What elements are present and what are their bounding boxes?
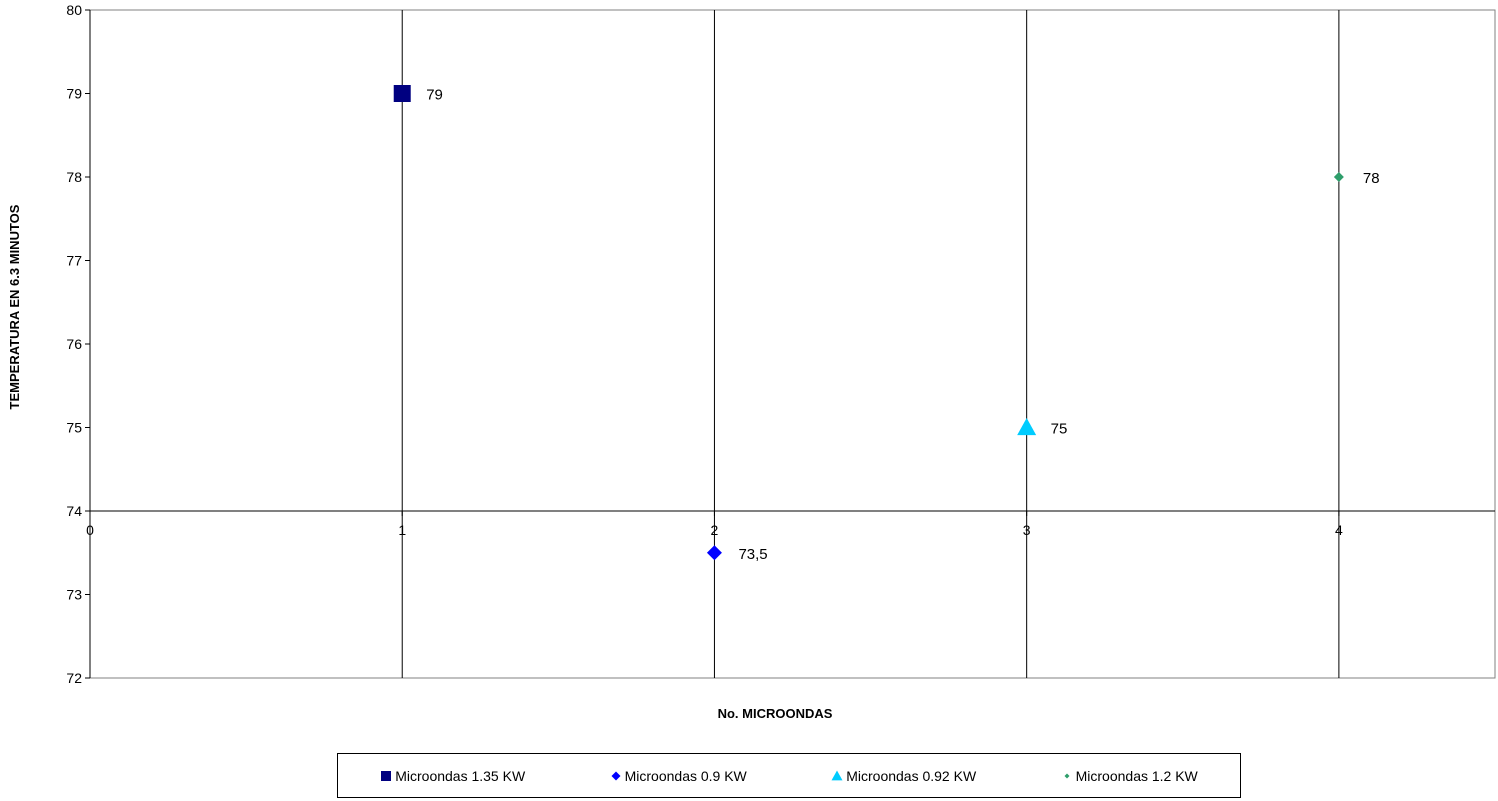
scatter-chart: 72 73 74 75 76 77 78 79 80 0 1 2 3 4 79 73,5 75 78 No. … (7, 2, 1496, 721)
legend-item-2: Microondas 0.92 KW (831, 768, 976, 784)
data-point-series-2-0 (1017, 418, 1037, 436)
plot-area (89, 9, 1496, 679)
legend-marker-shape-0 (381, 770, 392, 781)
legend-item-3: Microondas 1.2 KW (1061, 768, 1198, 784)
legend-label-0: Microondas 1.35 KW (395, 767, 526, 784)
x-axis-title: No. MICROONDAS (718, 706, 833, 721)
legend-item-1: Microondas 0.9 KW (610, 768, 747, 784)
legend-label-1: Microondas 0.9 KW (624, 767, 747, 784)
x-tick-label-0: 0 (86, 522, 94, 538)
legend-marker-diamond-icon (611, 771, 621, 780)
data-label-series-2-0: 75 (1051, 421, 1068, 438)
y-tick-label-3: 75 (66, 420, 82, 436)
data-points (393, 85, 1344, 561)
y-tick-label-2: 74 (66, 503, 82, 519)
axes (85, 9, 1495, 679)
legend-label-2: Microondas 0.92 KW (846, 767, 977, 784)
x-tick-label-3: 3 (1023, 522, 1031, 538)
data-label-series-3-0: 78 (1363, 170, 1380, 187)
legend-marker-shape-2 (831, 770, 843, 780)
legend-label-3: Microondas 1.2 KW (1075, 767, 1198, 784)
data-labels: 79 73,5 75 78 (426, 87, 1379, 563)
y-tick-label-8: 80 (66, 2, 82, 18)
y-tick-labels: 72 73 74 75 76 77 78 79 80 (66, 2, 82, 686)
gridlines (401, 10, 1340, 678)
legend: Microondas 1.35 KW Microondas 0.9 KW Micro… (337, 753, 1241, 798)
y-tick-label-0: 72 (66, 670, 82, 686)
legend-marker-shape-1 (611, 771, 621, 780)
data-label-series-1-0: 73,5 (738, 546, 767, 563)
y-tick-label-4: 76 (66, 336, 82, 352)
legend-marker-square-icon (381, 770, 392, 781)
legend-marker-triangle-icon (831, 770, 843, 780)
y-tick-label-1: 73 (66, 587, 82, 603)
data-point-series-1-0 (706, 545, 722, 561)
x-tick-label-4: 4 (1335, 522, 1343, 538)
y-axis-title: TEMPERATURA EN 6.3 MINUTOS (7, 204, 22, 409)
y-tick-label-7: 79 (66, 86, 82, 102)
x-tick-label-1: 1 (398, 522, 406, 538)
data-label-series-0-0: 79 (426, 87, 443, 104)
y-tick-label-5: 77 (66, 253, 82, 269)
y-tick-label-6: 78 (66, 169, 82, 185)
legend-marker-shape-3 (1064, 773, 1070, 778)
legend-item-0: Microondas 1.35 KW (380, 768, 525, 784)
data-point-series-0-0 (393, 85, 411, 102)
data-point-series-3-0 (1333, 172, 1344, 182)
x-tick-labels: 0 1 2 3 4 (86, 522, 1343, 538)
x-tick-label-2: 2 (711, 522, 719, 538)
legend-marker-diamond-icon (1064, 773, 1070, 778)
